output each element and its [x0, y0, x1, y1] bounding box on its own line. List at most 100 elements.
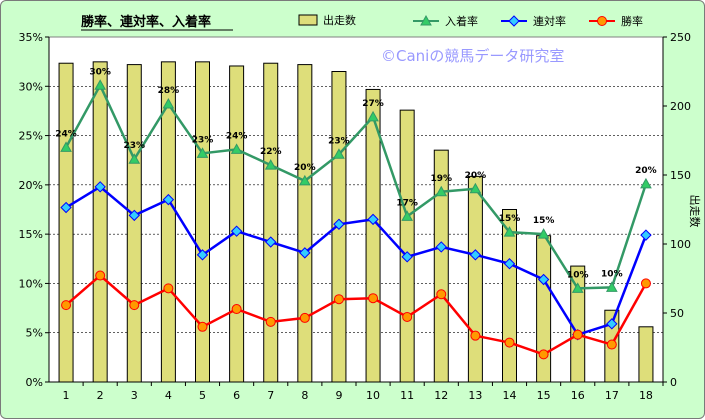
bar: [160, 61, 176, 383]
point-triangle: [60, 141, 72, 152]
plot-area: [48, 36, 664, 383]
data-label: 28%: [158, 86, 180, 96]
x-tick-label: 6: [233, 389, 240, 402]
point-circle: [606, 339, 617, 350]
point-circle: [572, 329, 583, 340]
watermark: ©Caniの競馬データ研究室: [381, 47, 564, 65]
bar: [229, 65, 245, 383]
data-label: 30%: [89, 67, 111, 77]
bar: [467, 175, 483, 383]
x-tick-label: 14: [503, 389, 517, 402]
bar: [536, 235, 552, 383]
right-tick-label: 100: [670, 238, 691, 251]
legend-swatch: [298, 14, 318, 26]
data-label: 23%: [328, 136, 350, 146]
right-tick-label: 0: [670, 376, 677, 389]
point-diamond: [606, 318, 618, 330]
bar: [433, 149, 449, 383]
point-diamond: [367, 213, 379, 226]
x-tick-label: 12: [434, 389, 448, 402]
point-diamond: [265, 236, 277, 248]
point-diamond: [537, 273, 550, 286]
point-circle: [129, 300, 140, 311]
point-triangle: [230, 143, 243, 154]
x-tick-label: 16: [571, 389, 585, 402]
legend-label: 勝率: [621, 14, 643, 28]
point-circle: [504, 337, 515, 348]
legend: 出走数 入着率 連対率 勝率: [298, 13, 643, 28]
point-triangle: [298, 174, 311, 186]
left-axis-ticks: 0% 5% 10% 15% 20% 25% 30% 35%: [19, 31, 43, 389]
series-line: [65, 273, 648, 356]
data-label: 24%: [226, 131, 248, 141]
point-triangle: [605, 281, 618, 292]
left-tick-label: 5%: [26, 327, 43, 340]
data-label: 23%: [124, 141, 146, 151]
point-circle: [640, 278, 651, 289]
right-tick-label: 50: [670, 307, 684, 320]
series-line: [65, 185, 648, 337]
legend-label: 出走数: [323, 13, 356, 27]
point-triangle: [420, 14, 432, 26]
x-tick-label: 8: [301, 389, 308, 402]
point-diamond: [230, 225, 243, 237]
bar: [263, 62, 279, 383]
data-label: 23%: [192, 135, 214, 145]
point-circle: [402, 311, 413, 322]
point-triangle: [367, 110, 379, 122]
point-triangle: [162, 97, 175, 109]
point-circle: [163, 283, 174, 294]
bar: [195, 61, 210, 383]
point-triangle: [537, 228, 550, 239]
point-diamond: [162, 193, 175, 206]
x-tick-label: 2: [97, 389, 104, 402]
left-tick-label: 30%: [19, 80, 43, 93]
point-circle: [197, 321, 208, 332]
left-tick-label: 25%: [19, 130, 43, 143]
point-triangle: [435, 185, 448, 197]
point-diamond: [508, 15, 520, 27]
x-tick-label: 13: [468, 389, 482, 402]
point-circle: [470, 330, 481, 341]
data-label: 15%: [533, 216, 555, 226]
gridlines: [45, 36, 667, 386]
x-tick-label: 10: [366, 389, 380, 402]
left-tick-label: 35%: [19, 31, 43, 44]
bar: [365, 88, 381, 383]
data-label: 10%: [601, 269, 623, 279]
data-label: 24%: [55, 129, 77, 139]
x-tick-label: 4: [165, 389, 172, 402]
data-label: 20%: [465, 171, 487, 181]
x-tick-label: 15: [537, 389, 551, 402]
x-tick-label: 5: [199, 389, 206, 402]
point-circle: [299, 312, 310, 323]
line-series: [60, 79, 652, 360]
point-diamond: [469, 249, 482, 261]
point-triangle: [264, 159, 277, 170]
point-triangle: [401, 210, 414, 221]
right-tick-label: 150: [670, 169, 691, 182]
point-circle: [61, 300, 72, 311]
point-triangle: [333, 148, 345, 159]
point-circle: [436, 289, 447, 300]
point-diamond: [299, 247, 311, 259]
bar: [638, 326, 654, 383]
point-triangle: [128, 153, 141, 164]
point-circle: [368, 293, 379, 304]
bar: [92, 61, 108, 383]
x-tick-label: 17: [605, 389, 619, 402]
data-label: 20%: [294, 163, 316, 173]
chart-title: 勝率、連対率、入着率: [81, 14, 211, 30]
x-tick-label: 9: [335, 389, 342, 402]
point-circle: [333, 294, 344, 305]
left-tick-label: 0%: [26, 376, 43, 389]
point-diamond: [401, 251, 413, 263]
data-label: 27%: [362, 99, 384, 109]
right-axis-label: 出走数: [688, 195, 702, 228]
point-circle: [265, 316, 276, 327]
bar: [126, 64, 142, 383]
bar: [502, 209, 517, 383]
point-triangle: [571, 282, 584, 293]
